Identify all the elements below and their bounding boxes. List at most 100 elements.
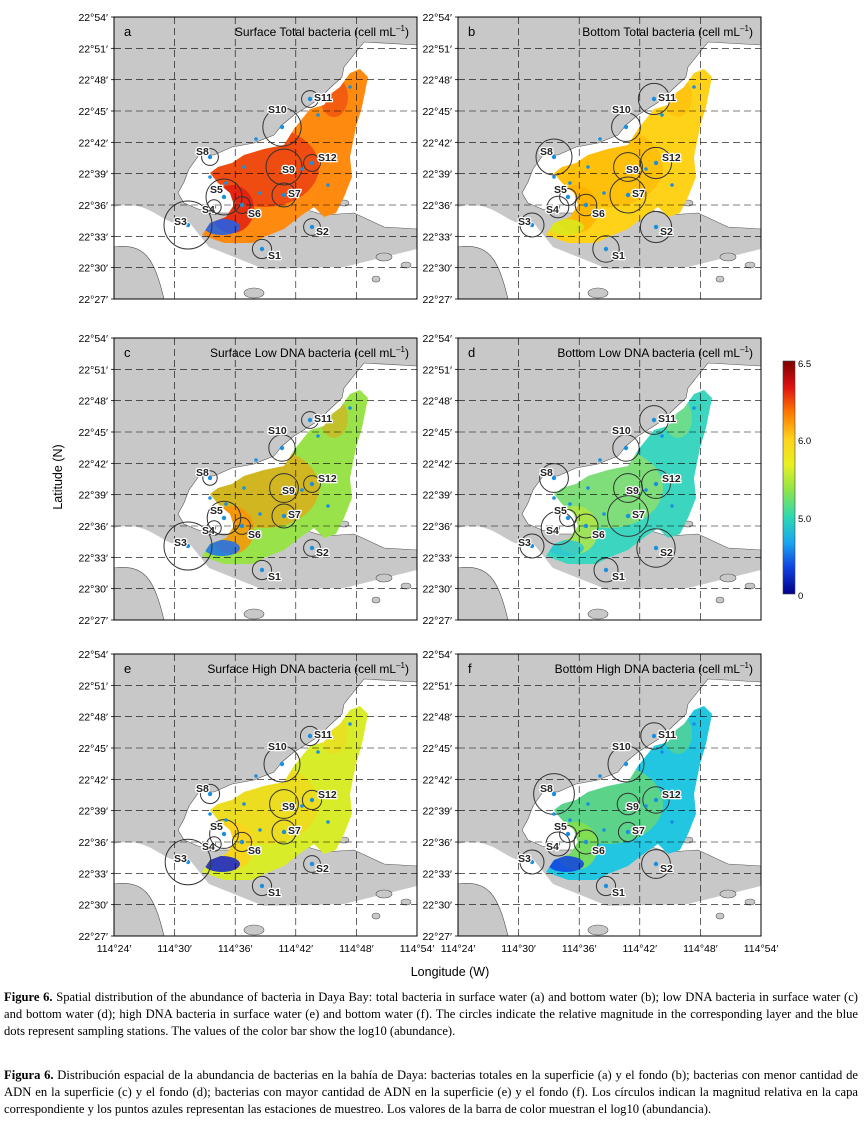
station-dot-s2 bbox=[653, 545, 659, 551]
station-dot bbox=[208, 496, 212, 500]
station-dot-s12 bbox=[309, 160, 315, 166]
station-label-s10: S10 bbox=[268, 104, 287, 116]
station-dot-s11 bbox=[307, 733, 313, 739]
station-dot bbox=[552, 496, 556, 500]
station-dot bbox=[300, 167, 304, 171]
panel-letter: d bbox=[468, 345, 475, 360]
station-label-s2: S2 bbox=[660, 226, 673, 238]
station-dot bbox=[316, 113, 320, 117]
panel-letter: f bbox=[468, 661, 472, 676]
station-label-s4: S4 bbox=[202, 841, 215, 853]
lat-tick-label: 22°48′ bbox=[422, 396, 452, 408]
station-label-s7: S7 bbox=[288, 825, 301, 837]
station-dot-s4 bbox=[211, 204, 217, 210]
station-dot bbox=[598, 774, 602, 778]
magnitude-circle-s6 bbox=[573, 829, 599, 855]
panel-layer: Bottom bbox=[557, 346, 598, 360]
station-dot-s4 bbox=[555, 841, 561, 847]
station-dot-s5 bbox=[565, 515, 571, 521]
lat-tick-label: 22°54′ bbox=[78, 649, 108, 661]
station-dot-s5 bbox=[565, 831, 571, 837]
magnitude-circle-s3 bbox=[519, 533, 545, 559]
map-panel-c: S1 S2 S3 S4 S5 S6 S7 S8 S9 S10 S11 S12 c Surface Low … bbox=[78, 333, 418, 627]
magnitude-circle-s1 bbox=[251, 238, 273, 260]
magnitude-circle-s2 bbox=[303, 855, 321, 873]
lat-tick-label: 22°33′ bbox=[78, 868, 108, 880]
station-dot bbox=[602, 512, 606, 516]
station-dot-s12 bbox=[309, 481, 315, 487]
panel-variable: Total bacteria (cell mL bbox=[279, 25, 396, 39]
station-dot bbox=[644, 488, 648, 492]
magnitude-circle-s11 bbox=[639, 405, 669, 435]
panel-variable: Low DNA bacteria (cell mL bbox=[599, 346, 741, 360]
station-dot bbox=[692, 406, 696, 410]
panel-letter: e bbox=[124, 661, 131, 676]
station-dot-s2 bbox=[653, 861, 659, 867]
station-dot-s5 bbox=[221, 831, 227, 837]
station-dot bbox=[670, 820, 674, 824]
lat-tick-label: 22°54′ bbox=[422, 333, 452, 345]
station-dot-s4 bbox=[211, 525, 217, 531]
station-dot-s5 bbox=[221, 194, 227, 200]
lat-tick-label: 22°45′ bbox=[422, 743, 452, 755]
panel-unit-close: ) bbox=[405, 25, 409, 39]
station-label-s10: S10 bbox=[612, 425, 631, 437]
station-label-s2: S2 bbox=[316, 226, 329, 238]
station-label-s7: S7 bbox=[632, 188, 645, 200]
station-dot-s8 bbox=[207, 154, 213, 160]
panel-layer: Surface bbox=[210, 346, 255, 360]
station-label-s2: S2 bbox=[316, 547, 329, 559]
panel-layer: Surface bbox=[235, 25, 279, 39]
map-panel-d: S1 S2 S3 S4 S5 S6 S7 S8 S9 S10 S11 S12 d Bottom Low D… bbox=[422, 333, 762, 627]
magnitude-circle-s7 bbox=[271, 182, 297, 208]
magnitude-circle-s4 bbox=[206, 520, 222, 536]
lat-tick-label: 22°54′ bbox=[78, 333, 108, 345]
magnitude-circle-s1 bbox=[251, 875, 273, 897]
station-dot-s7 bbox=[281, 192, 287, 198]
station-dot-s1 bbox=[259, 567, 265, 573]
station-label-s10: S10 bbox=[268, 741, 287, 753]
station-dot bbox=[300, 488, 304, 492]
station-dot bbox=[242, 486, 246, 490]
station-dot bbox=[224, 181, 228, 185]
panel-layer: Surface bbox=[207, 662, 252, 676]
station-dot-s8 bbox=[207, 475, 213, 481]
station-dot bbox=[258, 828, 262, 832]
panel-unit-close: ) bbox=[405, 346, 409, 360]
station-label-s2: S2 bbox=[660, 863, 673, 875]
lat-tick-label: 22°48′ bbox=[422, 712, 452, 724]
lon-tick-label: 114°36′ bbox=[562, 943, 597, 955]
station-dot bbox=[254, 458, 258, 462]
lat-tick-label: 22°33′ bbox=[422, 231, 452, 243]
lat-tick-label: 22°30′ bbox=[78, 900, 108, 912]
lon-tick-label: 114°48′ bbox=[339, 943, 374, 955]
station-label-s1: S1 bbox=[268, 571, 281, 583]
station-label-s4: S4 bbox=[202, 525, 215, 537]
panel-letter: a bbox=[124, 24, 132, 39]
lon-tick-label: 114°48′ bbox=[683, 943, 718, 955]
magnitude-circle-s3 bbox=[519, 849, 545, 875]
station-dot-s12 bbox=[653, 160, 659, 166]
station-dot-s2 bbox=[309, 861, 315, 867]
magnitude-circle-s7 bbox=[617, 821, 639, 843]
magnitude-circle-s2 bbox=[303, 218, 321, 236]
caption-english-text: Spatial distribution of the abundance of… bbox=[4, 990, 858, 1038]
station-dot bbox=[258, 512, 262, 516]
lat-tick-label: 22°30′ bbox=[422, 263, 452, 275]
magnitude-circle-s10 bbox=[263, 745, 301, 783]
station-dot bbox=[602, 191, 606, 195]
magnitude-circle-s10 bbox=[607, 745, 645, 783]
lat-tick-label: 22°33′ bbox=[78, 231, 108, 243]
station-label-s1: S1 bbox=[612, 571, 625, 583]
station-dot-s10 bbox=[279, 761, 285, 767]
station-dot-s11 bbox=[307, 417, 313, 423]
station-label-s12: S12 bbox=[318, 473, 337, 485]
station-dot-s2 bbox=[309, 224, 315, 230]
station-dot bbox=[326, 820, 330, 824]
station-dot-s7 bbox=[625, 513, 631, 519]
station-dot-s1 bbox=[603, 246, 609, 252]
station-dot-s3 bbox=[529, 222, 535, 228]
station-label-s11: S11 bbox=[658, 729, 676, 741]
panel-unit-close: ) bbox=[405, 662, 409, 676]
station-dot bbox=[258, 191, 262, 195]
